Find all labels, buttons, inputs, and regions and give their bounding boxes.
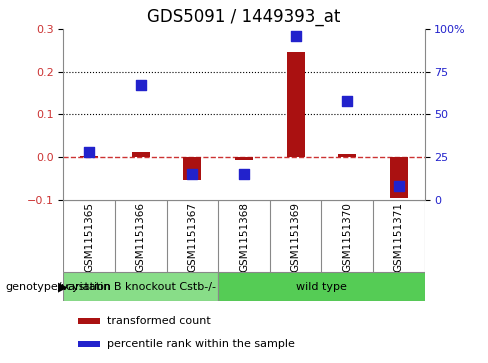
Text: GSM1151365: GSM1151365	[84, 202, 94, 272]
Bar	[78, 341, 100, 347]
Point	[292, 33, 300, 39]
Point	[395, 183, 403, 189]
Bar	[218, 272, 425, 301]
Text: GSM1151371: GSM1151371	[394, 202, 404, 272]
Bar	[132, 152, 150, 157]
Point	[137, 82, 145, 88]
Point	[188, 171, 196, 177]
Bar	[235, 157, 253, 160]
Text: ▶: ▶	[58, 280, 67, 293]
Bar	[78, 318, 100, 324]
Text: percentile rank within the sample: percentile rank within the sample	[107, 339, 295, 349]
Bar	[338, 154, 356, 157]
Bar	[63, 272, 218, 301]
Point	[240, 171, 248, 177]
Text: GSM1151368: GSM1151368	[239, 202, 249, 272]
Bar	[390, 157, 408, 197]
Point	[85, 149, 93, 155]
Text: GSM1151370: GSM1151370	[342, 202, 352, 272]
Text: wild type: wild type	[296, 282, 347, 292]
Point	[343, 98, 351, 103]
Text: transformed count: transformed count	[107, 316, 210, 326]
Text: GSM1151366: GSM1151366	[136, 202, 146, 272]
Text: GSM1151369: GSM1151369	[290, 202, 301, 272]
Title: GDS5091 / 1449393_at: GDS5091 / 1449393_at	[147, 8, 341, 26]
Bar	[80, 156, 98, 157]
Bar	[286, 53, 305, 157]
Text: cystatin B knockout Cstb-/-: cystatin B knockout Cstb-/-	[66, 282, 216, 292]
Text: GSM1151367: GSM1151367	[187, 202, 198, 272]
Text: genotype/variation: genotype/variation	[5, 282, 111, 292]
Bar	[183, 157, 202, 180]
